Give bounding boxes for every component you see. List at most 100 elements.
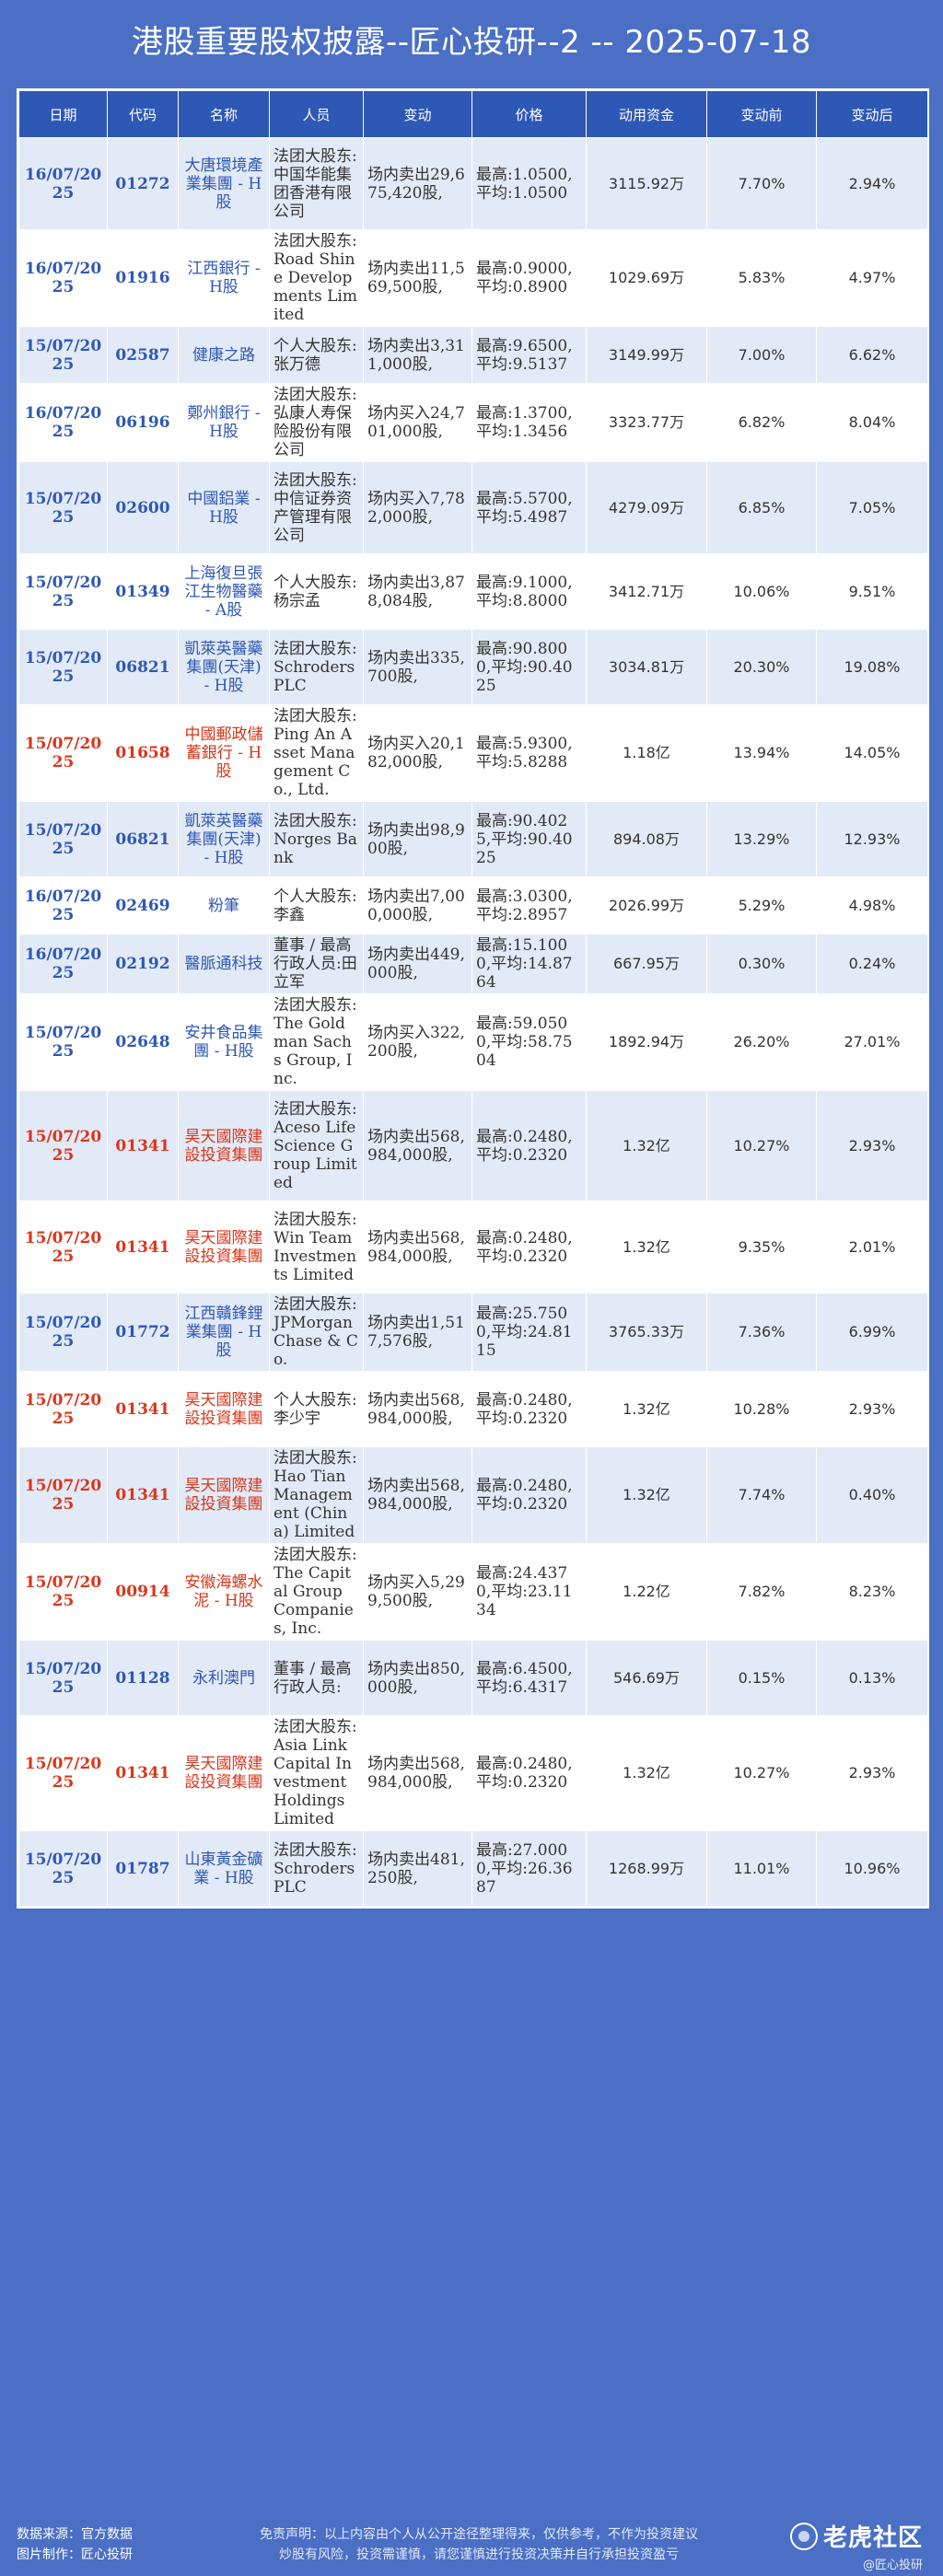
cell-name: 凱萊英醫藥集團(天津) - H股 <box>178 629 270 705</box>
cell-code: 02587 <box>107 326 179 384</box>
cell-after: 6.62% <box>816 326 928 384</box>
cell-funds: 4279.09万 <box>586 461 707 554</box>
cell-funds: 3034.81万 <box>586 629 707 705</box>
cell-code: 02648 <box>107 993 179 1091</box>
cell-code: 00914 <box>107 1543 179 1641</box>
cell-person: 法团大股东:Aceso Life Science Group Limited <box>269 1090 364 1201</box>
cell-price: 最高:90.8000,平均:90.4025 <box>472 629 587 705</box>
cell-code: 02192 <box>107 934 179 994</box>
cell-code: 06821 <box>107 801 179 877</box>
cell-code: 01128 <box>107 1640 179 1716</box>
cell-before: 11.01% <box>706 1830 817 1907</box>
cell-funds: 1.32亿 <box>586 1201 707 1294</box>
cell-after: 4.97% <box>816 229 928 327</box>
header-before: 变动前 <box>706 90 817 138</box>
header-date: 日期 <box>18 90 108 138</box>
page-title: 港股重要股权披露--匠心投研--2 -- 2025-07-18 <box>132 24 811 61</box>
cell-code: 02600 <box>107 461 179 554</box>
cell-funds: 1268.99万 <box>586 1830 707 1907</box>
cell-price: 最高:5.9300,平均:5.8288 <box>472 704 587 802</box>
cell-price: 最高:9.1000,平均:8.8000 <box>472 553 587 630</box>
cell-price: 最高:25.7500,平均:24.8115 <box>472 1293 587 1372</box>
cell-person: 董事 / 最高行政人员:田立军 <box>269 934 364 994</box>
cell-after: 2.93% <box>816 1715 928 1831</box>
cell-date: 15/07/2025 <box>18 1293 108 1372</box>
table-row: 15/07/2025 02600 中國鋁業 - H股 法团大股东:中信证券资产管理有限… <box>18 461 928 554</box>
cell-code: 01787 <box>107 1830 179 1907</box>
table-row: 15/07/2025 06821 凱萊英醫藥集團(天津) - H股 法团大股东:Nor… <box>18 801 928 877</box>
cell-funds: 3149.99万 <box>586 326 707 384</box>
cell-price: 最高:1.0500,平均:1.0500 <box>472 137 587 230</box>
cell-name: 昊天國際建設投資集團 <box>178 1201 270 1294</box>
cell-change: 场内卖出1,517,576股, <box>363 1293 472 1372</box>
cell-after: 12.93% <box>816 801 928 877</box>
table-row: 15/07/2025 01349 上海復旦張江生物醫藥 - A股 个人大股东:杨宗孟场… <box>18 553 928 630</box>
cell-before: 9.35% <box>706 1201 817 1294</box>
cell-code: 01349 <box>107 553 179 630</box>
table-row: 15/07/2025 06821 凱萊英醫藥集團(天津) - H股 法团大股东:Sch… <box>18 629 928 705</box>
cell-change: 场内卖出568,984,000股, <box>363 1371 472 1447</box>
cell-person: 法团大股东:中国华能集团香港有限公司 <box>269 137 364 230</box>
cell-code: 01341 <box>107 1201 179 1294</box>
cell-code: 06196 <box>107 383 179 462</box>
cell-funds: 667.95万 <box>586 934 707 994</box>
cell-after: 2.93% <box>816 1371 928 1447</box>
cell-after: 4.98% <box>816 876 928 934</box>
cell-date: 15/07/2025 <box>18 993 108 1091</box>
cell-code: 01272 <box>107 137 179 230</box>
cell-funds: 2026.99万 <box>586 876 707 934</box>
cell-before: 0.15% <box>706 1640 817 1716</box>
cell-date: 15/07/2025 <box>18 461 108 554</box>
table-row: 15/07/2025 01658 中國郵政儲蓄銀行 - H股 法团大股东:Ping A… <box>18 704 928 802</box>
disclosure-table: 日期 代码 名称 人员 变动 价格 动用资金 变动前 变动后 16/07/202… <box>18 90 928 1907</box>
tiger-logo-icon <box>789 2522 818 2550</box>
cell-before: 13.29% <box>706 801 817 877</box>
cell-change: 场内卖出3,311,000股, <box>363 326 472 384</box>
cell-funds: 1.32亿 <box>586 1715 707 1831</box>
cell-name: 安徽海螺水泥 - H股 <box>178 1543 270 1641</box>
disclosure-table-wrapper: 日期 代码 名称 人员 变动 价格 动用资金 变动前 变动后 16/07/202… <box>17 88 929 1909</box>
cell-change: 场内卖出7,000,000股, <box>363 876 472 934</box>
cell-person: 董事 / 最高行政人员: <box>269 1640 364 1716</box>
cell-funds: 1.22亿 <box>586 1543 707 1641</box>
data-source-text: 数据来源：官方数据 <box>17 2527 133 2542</box>
cell-before: 10.28% <box>706 1371 817 1447</box>
cell-date: 16/07/2025 <box>18 876 108 934</box>
cell-before: 7.74% <box>706 1446 817 1544</box>
cell-price: 最高:9.6500,平均:9.5137 <box>472 326 587 384</box>
header-funds: 动用资金 <box>586 90 707 138</box>
cell-name: 昊天國際建設投資集團 <box>178 1446 270 1544</box>
cell-person: 个人大股东:李鑫 <box>269 876 364 934</box>
cell-after: 27.01% <box>816 993 928 1091</box>
cell-before: 20.30% <box>706 629 817 705</box>
cell-price: 最高:59.0500,平均:58.7504 <box>472 993 587 1091</box>
cell-code: 06821 <box>107 629 179 705</box>
cell-before: 6.82% <box>706 383 817 462</box>
cell-change: 场内卖出11,569,500股, <box>363 229 472 327</box>
cell-person: 法团大股东:Schroders PLC <box>269 629 364 705</box>
cell-date: 15/07/2025 <box>18 704 108 802</box>
cell-person: 个人大股东:张万德 <box>269 326 364 384</box>
cell-date: 15/07/2025 <box>18 553 108 630</box>
cell-person: 法团大股东:弘康人寿保险股份有限公司 <box>269 383 364 462</box>
cell-change: 场内买入322,200股, <box>363 993 472 1091</box>
cell-code: 01916 <box>107 229 179 327</box>
cell-change: 场内卖出3,878,084股, <box>363 553 472 630</box>
cell-before: 5.83% <box>706 229 817 327</box>
cell-price: 最高:0.2480,平均:0.2320 <box>472 1715 587 1831</box>
cell-after: 2.93% <box>816 1090 928 1201</box>
cell-price: 最高:6.4500,平均:6.4317 <box>472 1640 587 1716</box>
cell-funds: 1.32亿 <box>586 1090 707 1201</box>
cell-funds: 3412.71万 <box>586 553 707 630</box>
cell-price: 最高:0.9000,平均:0.8900 <box>472 229 587 327</box>
cell-change: 场内买入7,782,000股, <box>363 461 472 554</box>
disclaimer: 免责声明：以上内容由个人从公开途径整理得来，仅供参考，不作为投资建议 炒股有风险… <box>221 2524 737 2565</box>
cell-code: 01341 <box>107 1090 179 1201</box>
cell-date: 16/07/2025 <box>18 137 108 230</box>
cell-before: 5.29% <box>706 876 817 934</box>
table-row: 15/07/2025 01787 山東黃金礦業 - H股 法团大股东:Schroder… <box>18 1830 928 1907</box>
cell-change: 场内买入5,299,500股, <box>363 1543 472 1641</box>
table-header-row: 日期 代码 名称 人员 变动 价格 动用资金 变动前 变动后 <box>18 90 928 138</box>
cell-name: 永利澳門 <box>178 1640 270 1716</box>
cell-before: 7.82% <box>706 1543 817 1641</box>
